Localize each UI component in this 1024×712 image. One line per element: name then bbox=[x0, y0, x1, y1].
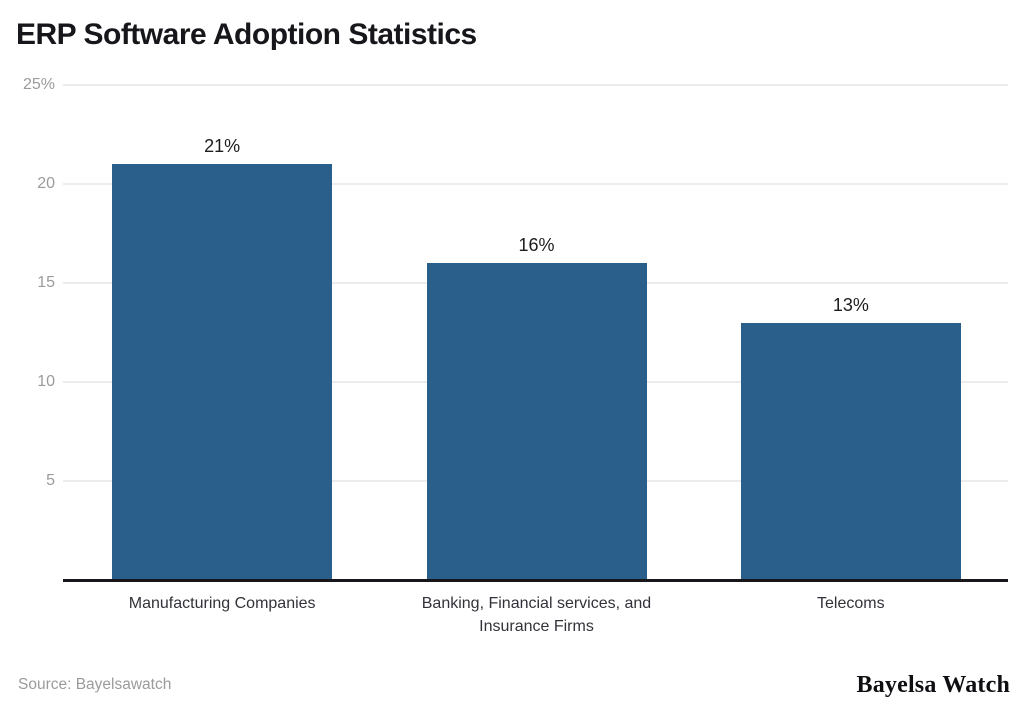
gridline bbox=[63, 183, 1008, 185]
x-axis-line bbox=[63, 579, 1008, 582]
y-tick-label: 25% bbox=[22, 76, 55, 93]
bar-value-label: 16% bbox=[518, 235, 555, 256]
y-tick-label: 15 bbox=[37, 274, 55, 291]
source-text: Source: Bayelsawatch bbox=[18, 676, 172, 693]
bar-value-label: 21% bbox=[204, 136, 241, 157]
gridline bbox=[63, 84, 1008, 86]
category-label: Manufacturing Companies bbox=[65, 592, 379, 615]
category-label-text: Banking, Financial services, and Insuran… bbox=[421, 595, 652, 635]
brand-logo: Bayelsa Watch bbox=[856, 672, 1010, 698]
bar bbox=[426, 263, 647, 580]
bar-chart: 5 10 15 20 25% 21% Manufacturing Companies 16% B… bbox=[22, 76, 1008, 638]
bar bbox=[112, 164, 333, 580]
y-tick-label: 10 bbox=[37, 373, 55, 390]
bar-value-label: 13% bbox=[832, 294, 869, 315]
chart-title: ERP Software Adoption Statistics bbox=[16, 18, 477, 51]
bar bbox=[740, 322, 961, 580]
category-label-text: Telecoms bbox=[817, 595, 885, 612]
category-label: Banking, Financial services, and Insuran… bbox=[379, 592, 693, 638]
y-tick-label: 5 bbox=[46, 472, 55, 489]
y-tick-label: 20 bbox=[37, 175, 55, 192]
category-label: Telecoms bbox=[694, 592, 1008, 615]
category-label-text: Manufacturing Companies bbox=[128, 595, 316, 612]
